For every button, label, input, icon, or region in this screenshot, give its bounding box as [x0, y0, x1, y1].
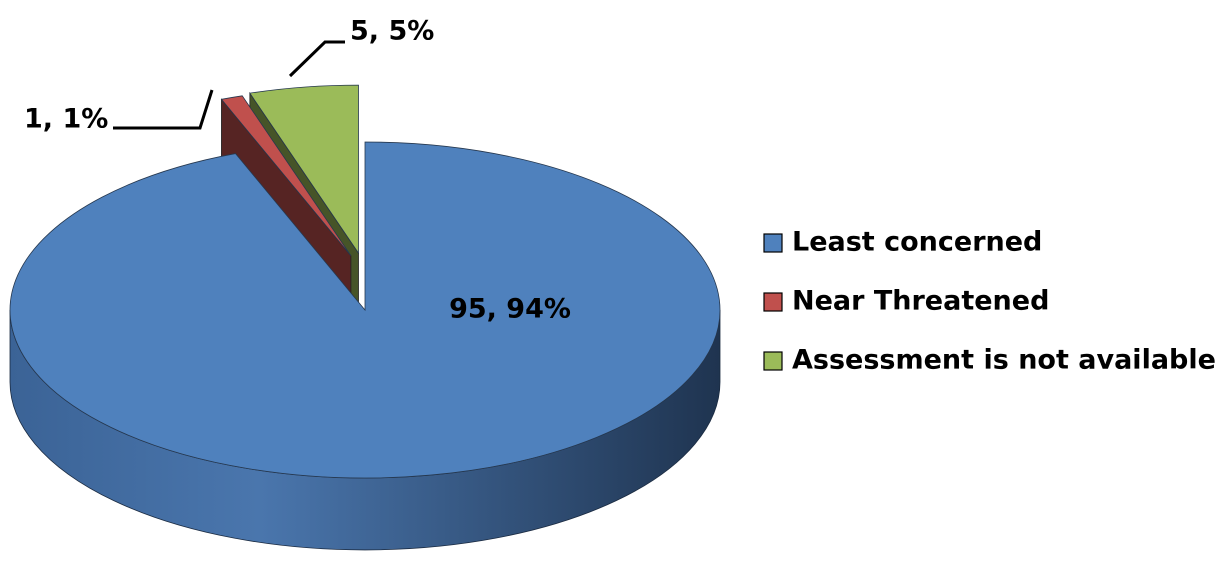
data-label: 95, 94%: [449, 294, 571, 325]
legend-swatch: [763, 233, 783, 253]
legend-label: Assessment is not available: [792, 345, 1216, 376]
leader-line: [288, 40, 345, 78]
legend-swatch: [763, 351, 783, 371]
legend: Least concerned Near Threatened Assessment…: [763, 227, 1216, 376]
pie-slice: [9, 141, 721, 479]
legend-label: Least concerned: [792, 227, 1042, 258]
leader-line: [113, 89, 214, 130]
legend-label: Near Threatened: [792, 286, 1049, 317]
legend-swatch: [763, 292, 783, 312]
data-label: 1, 1%: [24, 104, 108, 135]
pie: [9, 84, 721, 551]
data-label: 5, 5%: [350, 16, 434, 47]
pie-slice: [249, 84, 359, 255]
pie-slice: [220, 95, 352, 256]
